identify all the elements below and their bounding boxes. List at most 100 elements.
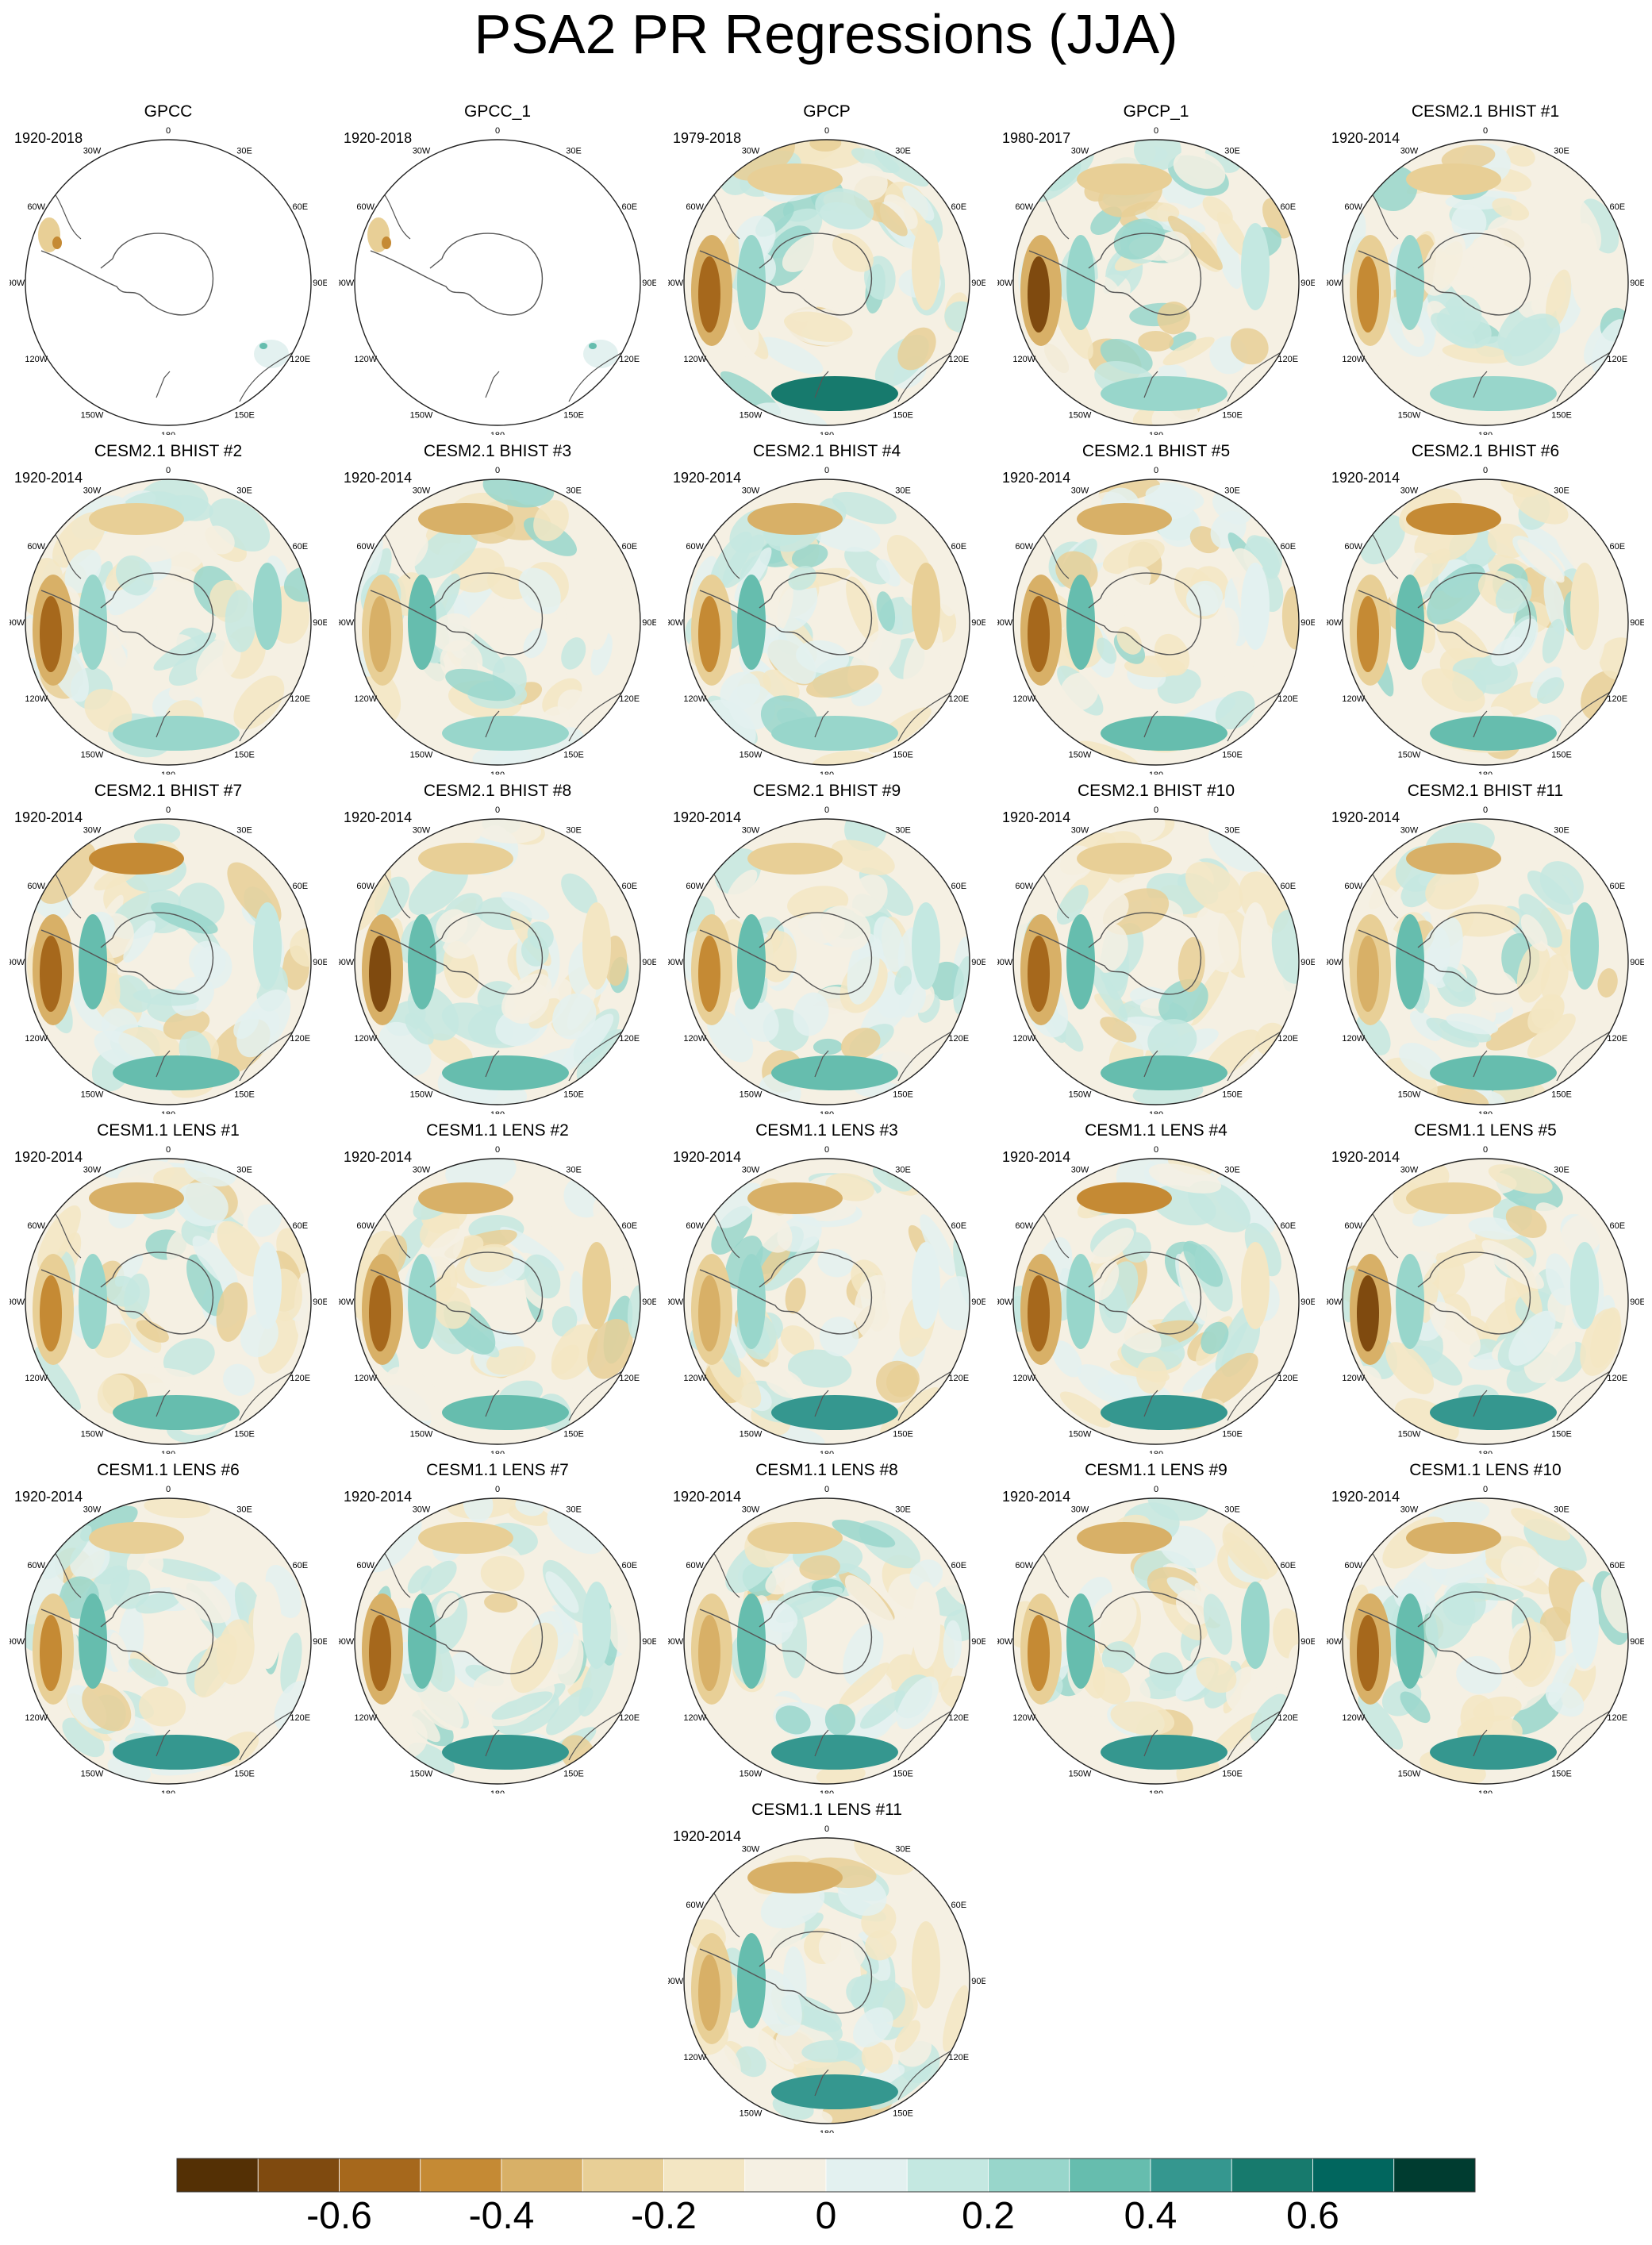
longitude-label: 180 — [1149, 771, 1163, 775]
longitude-label: 30E — [1224, 147, 1240, 156]
longitude-label: 90E — [642, 618, 656, 628]
polar-map: 0 30E 60E 90E 120E 150E 180 150W 120W 90W 60W 30W — [997, 126, 1315, 435]
panel-period: 1920-2014 — [344, 1149, 413, 1165]
longitude-label: 0 — [824, 466, 829, 475]
panel-title: CESM1.1 LENS #8 — [755, 1461, 898, 1479]
longitude-label: 30E — [1554, 486, 1569, 496]
panel-period: 1920-2014 — [1002, 470, 1071, 486]
longitude-label: 60W — [1015, 202, 1033, 212]
longitude-label: 0 — [166, 1485, 171, 1494]
longitude-label: 150E — [563, 750, 584, 759]
longitude-label: 120E — [1277, 1034, 1298, 1044]
longitude-label: 30W — [1400, 1166, 1419, 1175]
longitude-label: 0 — [1483, 805, 1488, 815]
longitude-label: 60W — [27, 1221, 45, 1231]
longitude-label: 60W — [1344, 1561, 1362, 1570]
panel-title: CESM2.1 BHIST #1 — [1411, 102, 1560, 121]
longitude-label: 150W — [410, 1769, 433, 1778]
longitude-label: 150W — [81, 1769, 104, 1778]
panel-title: CESM1.1 LENS #4 — [1085, 1121, 1227, 1140]
map-panel: CESM1.1 LENS #4 0 30E 60E 90E 120E 150E 180 150W… — [997, 1121, 1315, 1454]
longitude-label: 60E — [951, 202, 966, 212]
polar-map: 0 30E 60E 90E 120E 150E 180 150W 120W 90W 60W 30W — [339, 126, 656, 435]
panel-title: CESM2.1 BHIST #3 — [423, 442, 572, 460]
longitude-label: 30E — [895, 486, 911, 496]
longitude-label: 150E — [893, 1090, 913, 1099]
longitude-label: 90W — [668, 279, 684, 288]
longitude-label: 90W — [339, 958, 355, 967]
longitude-label: 180 — [490, 1789, 505, 1793]
longitude-label: 150W — [1069, 1769, 1092, 1778]
longitude-label: 30W — [1071, 147, 1089, 156]
map-panel: CESM2.1 BHIST #11 0 30E 60E 90E 120E 150E 180 15… — [1327, 781, 1644, 1114]
panel-title: GPCP — [803, 102, 851, 121]
longitude-label: 90E — [313, 958, 327, 967]
longitude-label: 150E — [1551, 1090, 1572, 1099]
longitude-label: 90W — [10, 618, 25, 628]
longitude-label: 180 — [1149, 1110, 1163, 1114]
longitude-label: 150W — [1398, 1090, 1421, 1099]
map-panel: CESM1.1 LENS #10 0 30E 60E 90E 120E 150E 180 150… — [1327, 1460, 1644, 1793]
longitude-label: 90W — [10, 1637, 25, 1647]
longitude-label: 120E — [619, 355, 640, 364]
longitude-label: 90W — [10, 279, 25, 288]
longitude-label: 60W — [686, 202, 704, 212]
panel-title: CESM1.1 LENS #7 — [426, 1461, 569, 1479]
longitude-label: 150W — [81, 750, 104, 759]
longitude-label: 30W — [1400, 486, 1419, 496]
longitude-label: 90E — [1300, 618, 1315, 628]
longitude-label: 60E — [951, 542, 966, 552]
panel-period: 1920-2014 — [673, 1828, 742, 1844]
longitude-label: 150W — [1069, 1090, 1092, 1099]
longitude-label: 60E — [292, 1561, 308, 1570]
polar-map: 0 30E 60E 90E 120E 150E 180 150W 120W 90W 60W 30W — [10, 1485, 327, 1793]
longitude-label: 150W — [410, 1429, 433, 1439]
polar-map: 0 30E 60E 90E 120E 150E 180 150W 120W 90W 60W 30W — [997, 466, 1315, 775]
longitude-label: 150E — [234, 1090, 255, 1099]
longitude-label: 150W — [410, 410, 433, 420]
longitude-label: 120E — [1277, 1713, 1298, 1723]
longitude-label: 90E — [313, 1297, 327, 1307]
longitude-label: 120E — [1607, 1034, 1627, 1044]
longitude-label: 30W — [1071, 1166, 1089, 1175]
longitude-label: 120W — [25, 1713, 48, 1723]
longitude-label: 60W — [27, 1561, 45, 1570]
longitude-label: 120E — [290, 1713, 310, 1723]
longitude-label: 0 — [1154, 805, 1158, 815]
panel-title: CESM2.1 BHIST #6 — [1411, 442, 1560, 460]
polar-map: 0 30E 60E 90E 120E 150E 180 150W 120W 90W 60W 30W — [10, 126, 327, 435]
panel-period: 1920-2014 — [14, 470, 83, 486]
map-panel: CESM1.1 LENS #5 0 30E 60E 90E 120E 150E 180 150W… — [1327, 1121, 1644, 1454]
longitude-label: 90E — [971, 1637, 985, 1647]
longitude-label: 0 — [1154, 1145, 1158, 1155]
colorbar-segment — [339, 2158, 421, 2193]
longitude-label: 30E — [1224, 826, 1240, 836]
map-panel: CESM2.1 BHIST #3 0 30E 60E 90E 120E 150E 180 150… — [339, 441, 656, 775]
longitude-label: 180 — [1149, 1789, 1163, 1793]
longitude-label: 30W — [83, 1505, 102, 1515]
longitude-label: 150W — [1069, 1429, 1092, 1439]
longitude-label: 30W — [413, 826, 431, 836]
polar-map: 0 30E 60E 90E 120E 150E 180 150W 120W 90W 60W 30W — [668, 126, 985, 435]
polar-map: 0 30E 60E 90E 120E 150E 180 150W 120W 90W 60W 30W — [1327, 1485, 1644, 1793]
longitude-label: 120E — [619, 1034, 640, 1044]
longitude-label: 120E — [948, 1374, 969, 1383]
longitude-label: 90E — [313, 279, 327, 288]
longitude-label: 0 — [495, 1485, 500, 1494]
panel-period: 1920-2014 — [344, 470, 413, 486]
longitude-label: 30E — [236, 486, 252, 496]
longitude-label: 30W — [83, 147, 102, 156]
longitude-label: 120E — [948, 355, 969, 364]
map-panel: CESM2.1 BHIST #9 0 30E 60E 90E 120E 150E 180 150… — [668, 781, 985, 1114]
panel-period: 1920-2014 — [673, 470, 742, 486]
longitude-label: 120W — [25, 694, 48, 704]
panel-title: CESM2.1 BHIST #5 — [1081, 442, 1231, 460]
longitude-label: 120W — [25, 1034, 48, 1044]
longitude-label: 150E — [893, 1769, 913, 1778]
longitude-label: 120W — [1012, 694, 1035, 704]
longitude-label: 180 — [161, 1110, 175, 1114]
longitude-label: 180 — [1478, 431, 1493, 435]
longitude-label: 150W — [81, 410, 104, 420]
panel-title: CESM1.1 LENS #3 — [755, 1121, 898, 1140]
polar-map: 0 30E 60E 90E 120E 150E 180 150W 120W 90W 60W 30W — [10, 1145, 327, 1454]
